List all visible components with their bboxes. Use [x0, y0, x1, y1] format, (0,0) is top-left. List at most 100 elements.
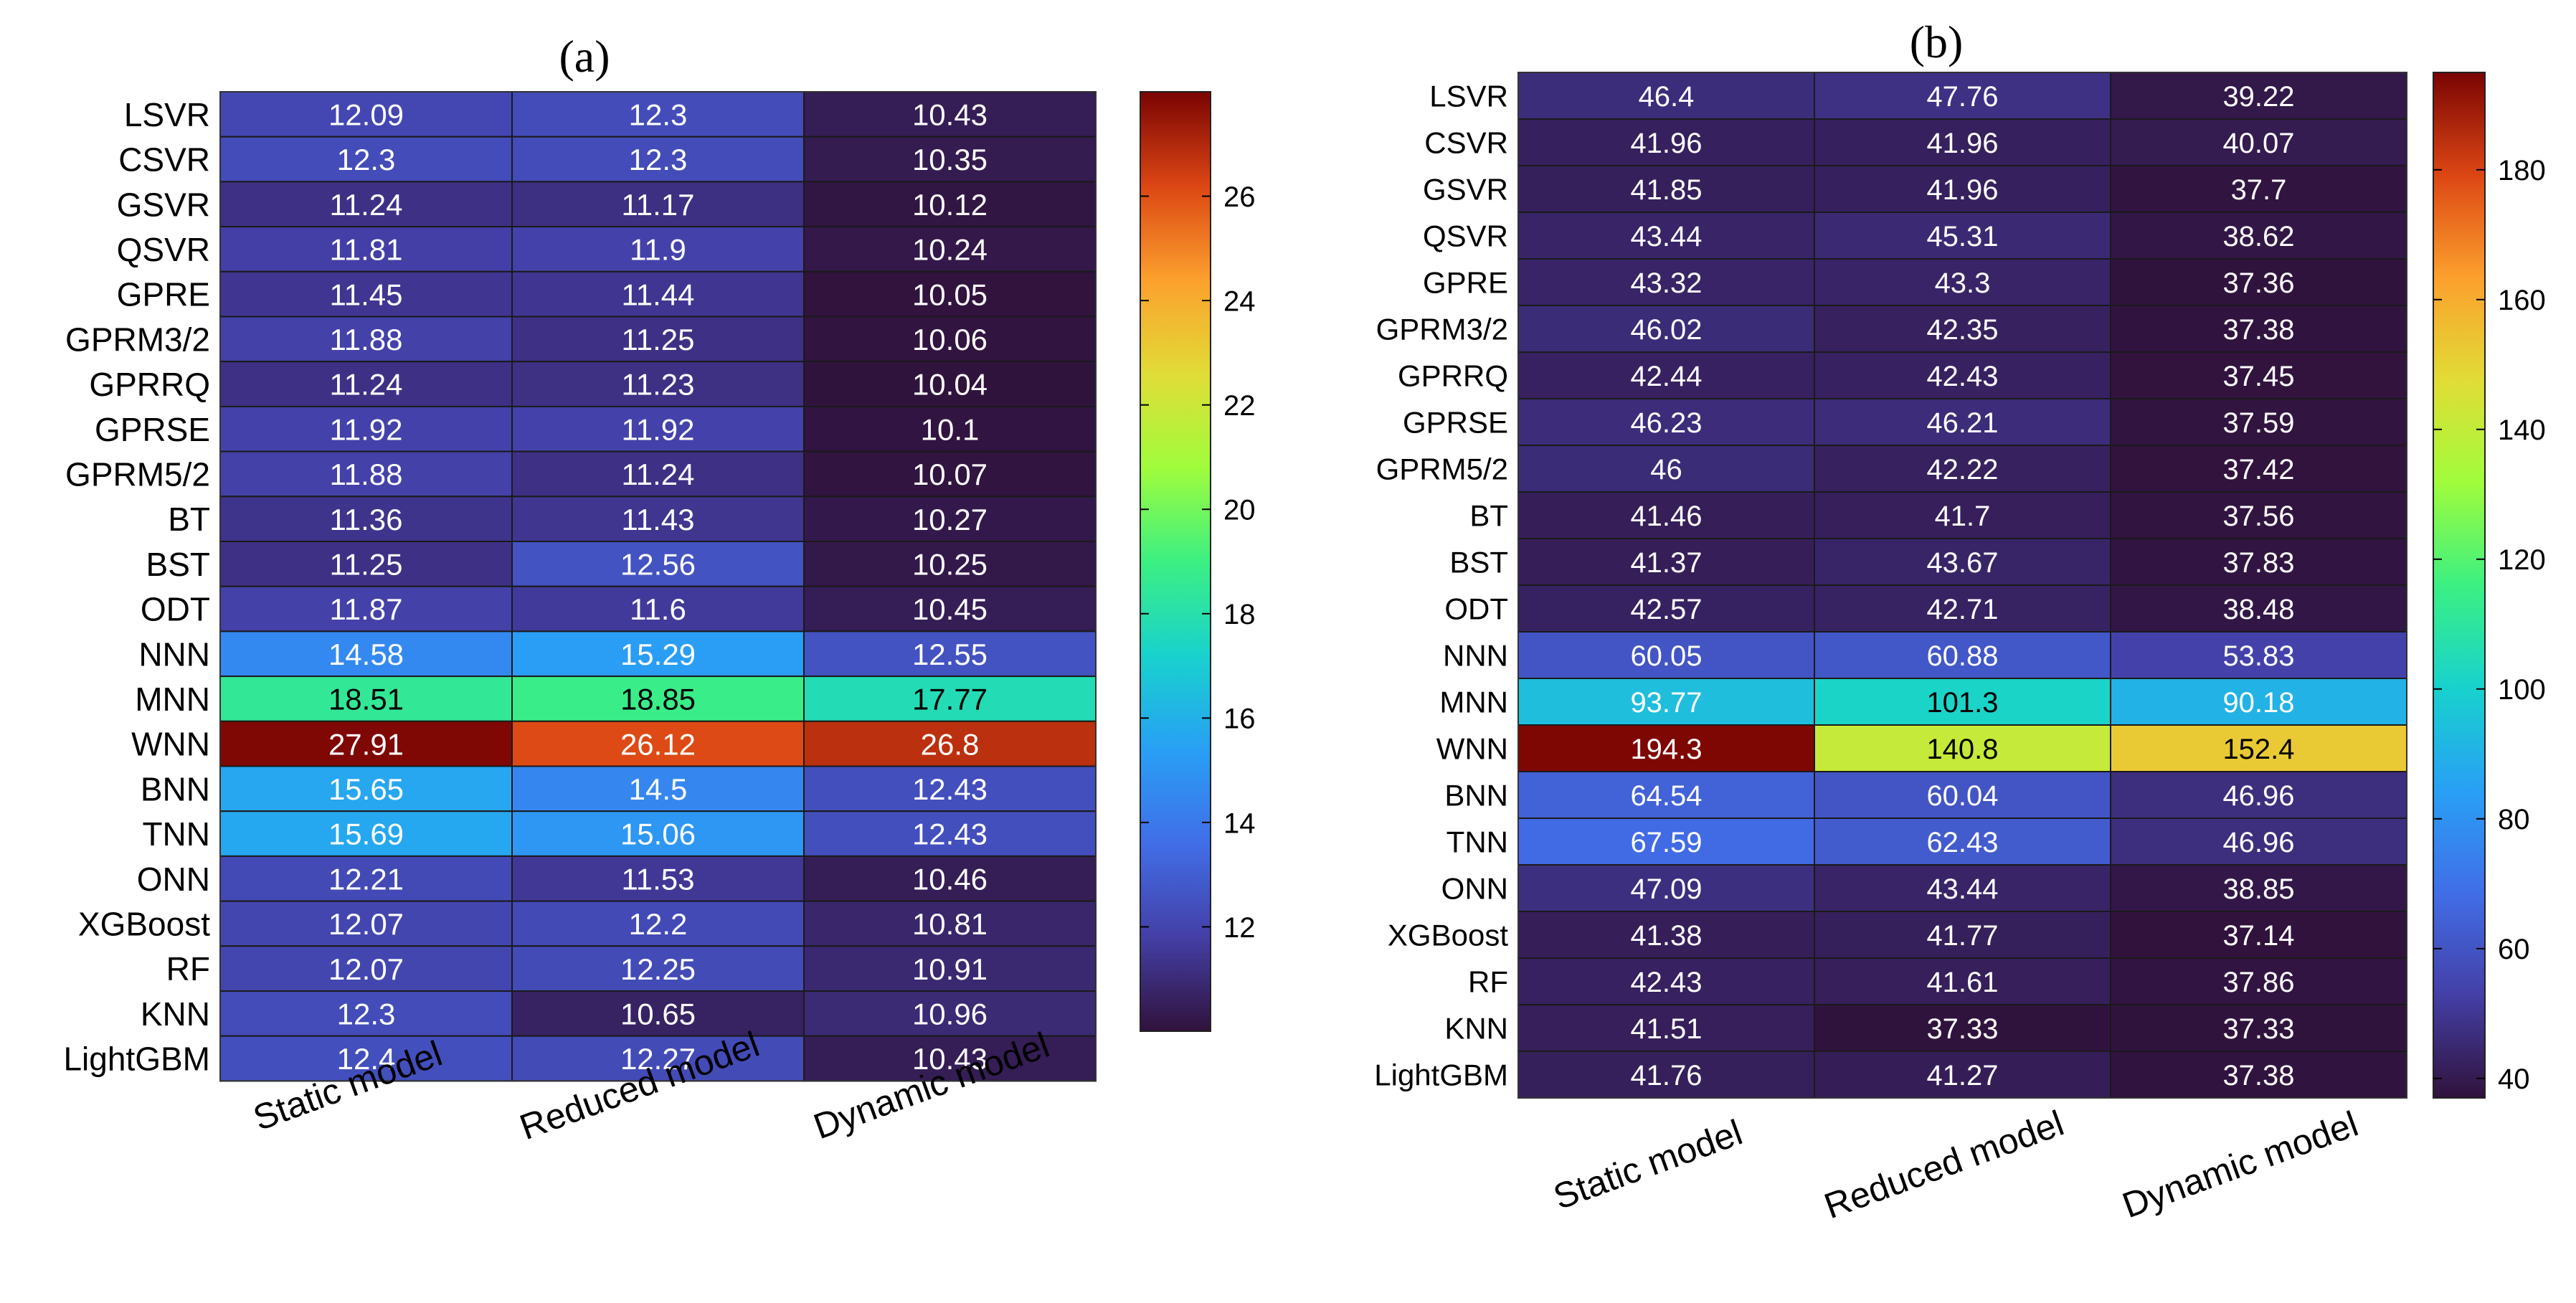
- heatmap-cell: [219, 676, 513, 722]
- heatmap-cell: [2110, 864, 2407, 912]
- cell-value-label: 11.25: [622, 323, 695, 356]
- row-label: CSVR: [1424, 126, 1508, 160]
- heatmap-cell: [1517, 1051, 1815, 1099]
- cell-value-label: 37.38: [2222, 1060, 2294, 1091]
- heatmap-cell: [511, 496, 805, 542]
- heatmap-cell: [1814, 72, 2111, 120]
- cell-value-label: 41.85: [1630, 174, 1702, 206]
- colorbar-tick-label: 12: [1223, 912, 1256, 944]
- cell-value-label: 11.92: [622, 412, 695, 446]
- cell-value-label: 41.7: [1935, 501, 1991, 532]
- cell-value-label: 26.8: [921, 727, 980, 761]
- cell-value-label: 62.43: [1926, 827, 1998, 858]
- colorbar-tick-label: 140: [2498, 414, 2546, 446]
- cell-value-label: 46.4: [1639, 81, 1695, 113]
- heatmap-cell: [1517, 864, 1815, 912]
- cell-value-label: 37.14: [2222, 920, 2294, 952]
- heatmap-cell: [803, 226, 1097, 273]
- cell-value-label: 11.17: [622, 188, 695, 222]
- cell-value-label: 41.61: [1926, 967, 1998, 998]
- cell-value-label: 12.3: [629, 98, 688, 131]
- row-label: ODT: [1444, 592, 1508, 626]
- cell-value-label: 10.65: [620, 997, 696, 1030]
- heatmap-panel-b: (b) 46.4 47.76 39.22 41.96 41.96 40.07 41.85 41.…: [1374, 16, 2546, 1226]
- heatmap-cell: [2110, 631, 2407, 679]
- heatmap-cell: [1517, 445, 1815, 493]
- row-label: BST: [1449, 546, 1508, 579]
- heatmap-cell: [1814, 165, 2111, 213]
- row-label: GPRM5/2: [1376, 453, 1508, 486]
- row-label: GPRE: [1423, 266, 1508, 300]
- colorbar-tick-label: 20: [1223, 495, 1256, 526]
- row-label: BNN: [1444, 779, 1508, 812]
- row-label: BT: [168, 501, 210, 538]
- heatmap-cell: [219, 720, 513, 767]
- heatmap-cell: [803, 136, 1097, 183]
- cell-value-label: 67.59: [1630, 827, 1702, 858]
- heatmap-cell: [803, 810, 1097, 857]
- cell-value-label: 12.3: [337, 997, 396, 1030]
- cell-value-label: 46.21: [1926, 407, 1998, 439]
- cell-value-label: 41.51: [1630, 1013, 1702, 1045]
- heatmap-cell: [1814, 351, 2111, 399]
- cell-value-label: 11.43: [622, 503, 695, 536]
- row-label: ODT: [141, 591, 210, 628]
- cell-value-label: 10.06: [912, 323, 988, 356]
- row-label: TNN: [1446, 825, 1508, 859]
- heatmap-cell: [2110, 445, 2407, 493]
- cell-value-label: 41.37: [1630, 547, 1702, 579]
- cell-value-label: 12.2: [629, 907, 688, 941]
- heatmap-cell: [511, 1035, 805, 1082]
- heatmap-cell: [219, 541, 513, 587]
- cell-value-label: 15.65: [328, 772, 404, 806]
- cell-value-label: 152.4: [2222, 734, 2294, 765]
- cell-value-label: 41.96: [1630, 128, 1702, 159]
- cell-value-label: 10.27: [912, 503, 988, 536]
- row-label: GPRE: [117, 276, 210, 313]
- cell-value-label: 37.45: [2222, 361, 2294, 392]
- row-label: ONN: [137, 861, 210, 898]
- heatmap-cell: [219, 450, 513, 498]
- cell-value-label: 47.76: [1926, 81, 1998, 113]
- cell-value-label: 37.33: [2222, 1013, 2294, 1045]
- cell-value-label: 12.21: [328, 862, 404, 896]
- heatmap-frame: [219, 91, 1097, 1082]
- colorbar-tick-label: 100: [2498, 674, 2546, 706]
- row-label: GPRRQ: [1398, 359, 1508, 393]
- heatmap-cell: [1814, 212, 2111, 260]
- cell-value-label: 15.29: [620, 638, 696, 671]
- cell-value-label: 11.36: [330, 503, 403, 536]
- heatmap-cell: [511, 900, 805, 947]
- row-label: MNN: [135, 681, 210, 718]
- heatmap-cell: [511, 855, 805, 902]
- cell-value-label: 64.54: [1630, 780, 1702, 812]
- cell-value-label: 42.35: [1926, 314, 1998, 346]
- heatmap-cell: [1517, 258, 1815, 306]
- heatmap-cell: [511, 765, 805, 812]
- cell-value-label: 37.56: [2222, 501, 2294, 532]
- heatmap-cell: [2110, 911, 2407, 959]
- cell-value-label: 37.42: [2222, 454, 2294, 485]
- cell-value-label: 37.33: [1926, 1013, 1998, 1045]
- row-label: GPRSE: [1403, 406, 1508, 440]
- heatmap-cell: [1517, 771, 1815, 819]
- cell-value-label: 37.7: [2231, 174, 2287, 206]
- heatmap-cell: [511, 405, 805, 453]
- cell-value-label: 60.04: [1926, 780, 1998, 812]
- heatmap-cell: [1814, 724, 2111, 772]
- heatmap-cell: [1517, 398, 1815, 446]
- heatmap-cell: [2110, 258, 2407, 306]
- cell-value-label: 10.07: [912, 458, 988, 491]
- cell-value-label: 43.32: [1630, 267, 1702, 299]
- cell-value-label: 37.36: [2222, 267, 2294, 299]
- cell-value-label: 12.4: [337, 1042, 396, 1076]
- cell-value-label: 12.55: [912, 638, 988, 671]
- row-label: MNN: [1439, 686, 1508, 719]
- cell-value-label: 93.77: [1630, 687, 1702, 719]
- heatmap-cell: [219, 900, 513, 947]
- heatmap-cell: [803, 676, 1097, 722]
- heatmap-cell: [2110, 165, 2407, 213]
- colorbar-tick-label: 18: [1223, 599, 1256, 630]
- cell-value-label: 46.96: [2222, 780, 2294, 812]
